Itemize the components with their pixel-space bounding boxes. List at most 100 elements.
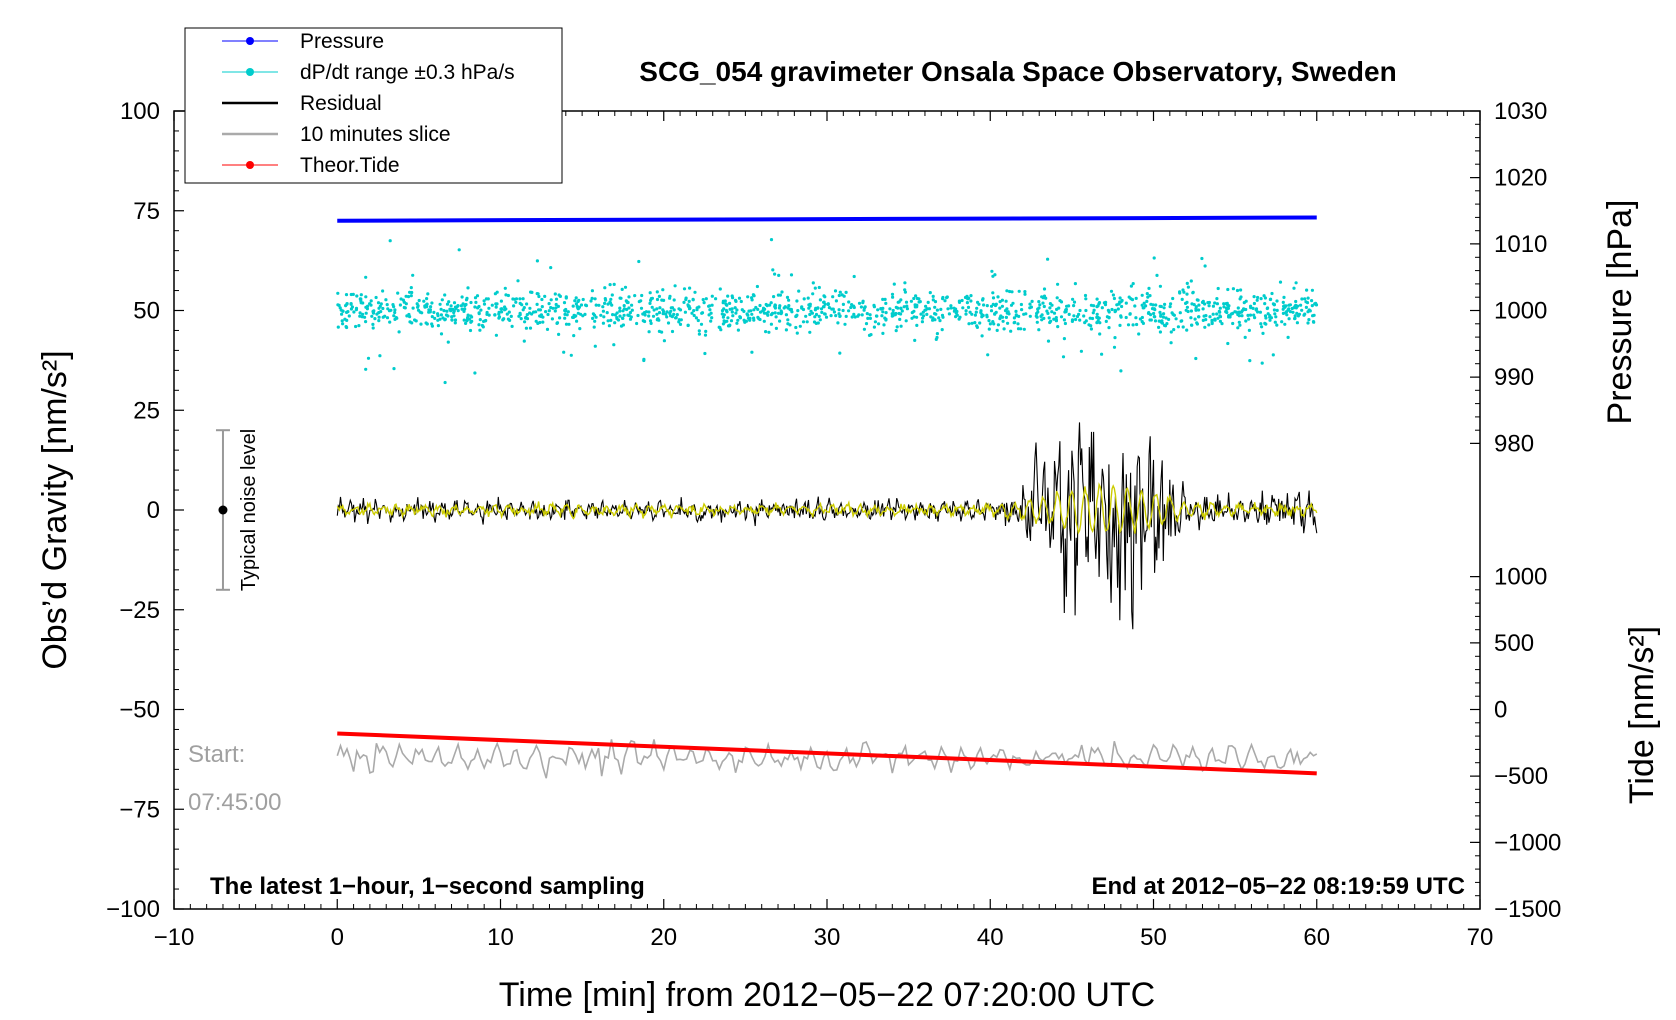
dpdt-point [1280,320,1284,324]
dpdt-point [1037,328,1041,332]
dpdt-point [1161,315,1165,319]
dpdt-point [1180,319,1184,323]
dpdt-point [1249,304,1253,308]
dpdt-point [484,297,488,301]
slice-series [336,739,1318,779]
dpdt-point [989,304,994,308]
dpdt-point [371,322,375,326]
dpdt-point [1271,353,1275,357]
dpdt-point [1220,322,1224,326]
residual-series [336,422,1318,630]
dpdt-point [800,305,804,309]
dpdt-point [933,305,937,309]
dpdt-point [819,307,824,311]
dpdt-point [445,302,450,306]
dpdt-point [347,314,351,318]
dpdt-point [1010,290,1014,294]
dpdt-point [868,313,872,317]
dpdt-point [593,319,597,323]
dpdt-point [349,292,353,297]
dpdt-point [541,320,545,324]
dpdt-point [534,310,538,314]
dpdt-point [618,309,622,313]
dpdt-point [360,315,364,319]
dpdt-point [1305,288,1309,292]
dpdt-point [897,311,901,316]
dpdt-point [938,319,942,323]
dpdt-point [651,314,656,318]
dpdt-point [376,301,381,305]
dpdt-point [708,308,712,312]
dpdt-point [774,326,779,330]
dpdt-point [970,321,974,325]
dpdt-point [769,301,773,305]
residual-smoothed-series [336,482,1318,535]
dpdt-point [584,304,589,308]
dpdt-point [1207,323,1211,327]
dpdt-point [744,319,749,323]
dpdt-point [1172,313,1176,317]
dpdt-point [545,327,550,331]
dpdt-point [344,325,348,329]
dpdt-point [425,302,429,306]
dpdt-point [1304,305,1308,309]
dpdt-point [1104,319,1108,323]
dpdt-point [510,324,514,328]
dpdt-point [425,297,429,301]
dpdt-point [438,317,442,321]
dpdt-point [1269,316,1273,320]
dpdt-point [345,302,349,306]
dpdt-point [1019,302,1024,307]
dpdt-point [1134,296,1138,300]
noise-level-indicator: Typical noise level [215,429,260,591]
dpdt-point [924,304,928,308]
dpdt-point [1303,297,1307,301]
dpdt-point [725,310,729,314]
dpdt-point [661,308,665,312]
dpdt-point [1055,307,1059,311]
dpdt-point [473,296,478,300]
dpdt-point [366,356,371,360]
dpdt-point [766,313,770,317]
dpdt-point [665,310,669,314]
y-axis-title-left: Obs’d Gravity [nm/s²] [36,350,74,669]
dpdt-point [1008,289,1012,294]
dpdt-point [1258,310,1262,314]
dpdt-point [340,319,344,323]
dpdt-point [473,371,477,375]
dpdt-point [363,315,367,319]
legend-swatch-dot [246,68,254,76]
x-tick-label: 50 [1140,924,1167,951]
dpdt-point [1155,273,1159,277]
dpdt-point [877,322,881,326]
dpdt-point [998,300,1002,304]
dpdt-point [841,302,846,306]
dpdt-point [912,309,916,313]
dpdt-point [1231,321,1235,326]
dpdt-point [469,300,473,305]
dpdt-point [833,289,838,293]
dpdt-point [1278,280,1283,284]
dpdt-point [1180,297,1184,301]
dpdt-point [397,330,401,334]
dpdt-point [554,302,558,307]
dpdt-point [701,298,705,302]
dpdt-point [891,311,895,316]
dpdt-point [740,308,744,312]
dpdt-point [475,294,480,298]
dpdt-point [1134,316,1138,320]
dpdt-point [633,294,637,298]
dpdt-point [1113,336,1117,340]
dpdt-point [627,314,631,318]
dpdt-point [731,314,735,318]
dpdt-point [891,295,895,299]
dpdt-point [1048,302,1052,306]
dpdt-point [904,319,908,323]
dpdt-point [1274,315,1278,319]
dpdt-point [593,344,597,348]
dpdt-point [1262,294,1266,298]
dpdt-point [1140,320,1144,324]
dpdt-point [642,357,646,361]
dpdt-point [861,299,865,303]
dpdt-point [968,310,972,314]
